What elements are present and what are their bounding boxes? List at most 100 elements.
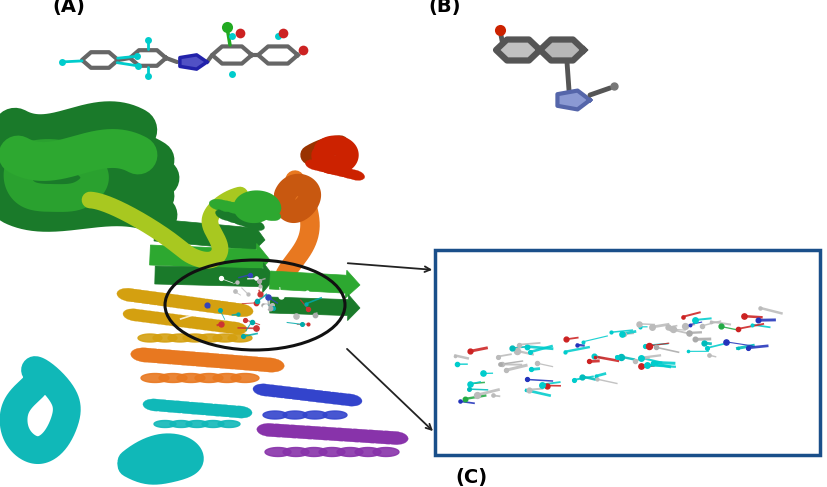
Ellipse shape — [146, 312, 170, 324]
Ellipse shape — [117, 288, 143, 302]
Ellipse shape — [166, 401, 190, 413]
Ellipse shape — [223, 202, 245, 214]
Ellipse shape — [288, 425, 314, 439]
Polygon shape — [263, 411, 287, 419]
Ellipse shape — [148, 293, 174, 306]
Polygon shape — [303, 411, 327, 419]
Polygon shape — [301, 448, 327, 456]
Ellipse shape — [216, 209, 235, 221]
Ellipse shape — [252, 208, 274, 219]
Ellipse shape — [338, 394, 362, 406]
Ellipse shape — [164, 295, 190, 308]
Ellipse shape — [159, 400, 183, 412]
Ellipse shape — [154, 350, 183, 364]
Ellipse shape — [253, 384, 277, 396]
Ellipse shape — [382, 431, 409, 445]
Ellipse shape — [238, 217, 257, 228]
Ellipse shape — [237, 205, 260, 217]
Ellipse shape — [232, 356, 261, 370]
Polygon shape — [540, 39, 584, 60]
Polygon shape — [496, 39, 540, 60]
Ellipse shape — [374, 431, 400, 444]
Ellipse shape — [146, 349, 174, 363]
Ellipse shape — [123, 309, 147, 321]
Ellipse shape — [312, 427, 338, 440]
Polygon shape — [195, 374, 223, 382]
Ellipse shape — [185, 352, 214, 367]
Polygon shape — [183, 334, 207, 342]
Ellipse shape — [172, 296, 198, 309]
Polygon shape — [557, 91, 590, 110]
Ellipse shape — [131, 348, 160, 362]
Ellipse shape — [208, 320, 232, 332]
Ellipse shape — [318, 163, 338, 174]
Ellipse shape — [194, 353, 222, 367]
Ellipse shape — [205, 404, 229, 416]
Ellipse shape — [332, 166, 351, 177]
Ellipse shape — [141, 291, 167, 305]
Ellipse shape — [315, 391, 339, 403]
Ellipse shape — [139, 348, 167, 363]
Ellipse shape — [217, 201, 238, 212]
Polygon shape — [202, 420, 224, 428]
Ellipse shape — [143, 399, 167, 411]
Ellipse shape — [325, 165, 345, 175]
Ellipse shape — [259, 209, 281, 221]
Polygon shape — [283, 411, 307, 419]
Ellipse shape — [245, 206, 266, 218]
Ellipse shape — [231, 204, 252, 215]
Ellipse shape — [335, 429, 361, 442]
Ellipse shape — [261, 385, 284, 397]
Ellipse shape — [170, 315, 194, 327]
Ellipse shape — [338, 168, 358, 179]
Polygon shape — [179, 55, 207, 69]
Ellipse shape — [188, 298, 214, 311]
Bar — [435, 250, 820, 455]
Ellipse shape — [209, 354, 237, 369]
Ellipse shape — [299, 389, 323, 402]
Ellipse shape — [231, 214, 250, 225]
Ellipse shape — [151, 399, 174, 412]
Ellipse shape — [227, 303, 253, 317]
Polygon shape — [168, 334, 192, 342]
Polygon shape — [154, 420, 176, 428]
Polygon shape — [186, 420, 208, 428]
Polygon shape — [153, 334, 177, 342]
Ellipse shape — [296, 426, 323, 439]
Polygon shape — [170, 420, 192, 428]
Ellipse shape — [248, 357, 276, 372]
Ellipse shape — [228, 406, 252, 418]
FancyArrow shape — [270, 295, 360, 320]
Ellipse shape — [223, 322, 247, 334]
Ellipse shape — [125, 289, 151, 303]
Ellipse shape — [284, 388, 308, 400]
Ellipse shape — [174, 401, 198, 413]
Ellipse shape — [269, 386, 293, 398]
Ellipse shape — [200, 319, 224, 331]
Text: (B): (B) — [428, 0, 461, 16]
Ellipse shape — [209, 199, 231, 211]
Ellipse shape — [358, 430, 385, 443]
Ellipse shape — [170, 351, 198, 365]
Ellipse shape — [224, 356, 253, 370]
Ellipse shape — [319, 428, 346, 441]
Ellipse shape — [304, 426, 330, 440]
Polygon shape — [337, 448, 363, 456]
Polygon shape — [373, 448, 399, 456]
Ellipse shape — [161, 314, 185, 326]
Ellipse shape — [257, 423, 283, 437]
FancyArrow shape — [154, 219, 265, 256]
FancyArrow shape — [155, 262, 275, 293]
Ellipse shape — [154, 313, 178, 325]
Ellipse shape — [132, 290, 159, 304]
Polygon shape — [355, 448, 381, 456]
Polygon shape — [138, 334, 162, 342]
Ellipse shape — [189, 403, 213, 415]
Ellipse shape — [265, 424, 291, 437]
FancyArrow shape — [150, 244, 270, 276]
Ellipse shape — [177, 316, 201, 328]
Ellipse shape — [280, 425, 307, 438]
Ellipse shape — [327, 428, 353, 441]
Polygon shape — [141, 374, 169, 382]
Polygon shape — [218, 420, 240, 428]
